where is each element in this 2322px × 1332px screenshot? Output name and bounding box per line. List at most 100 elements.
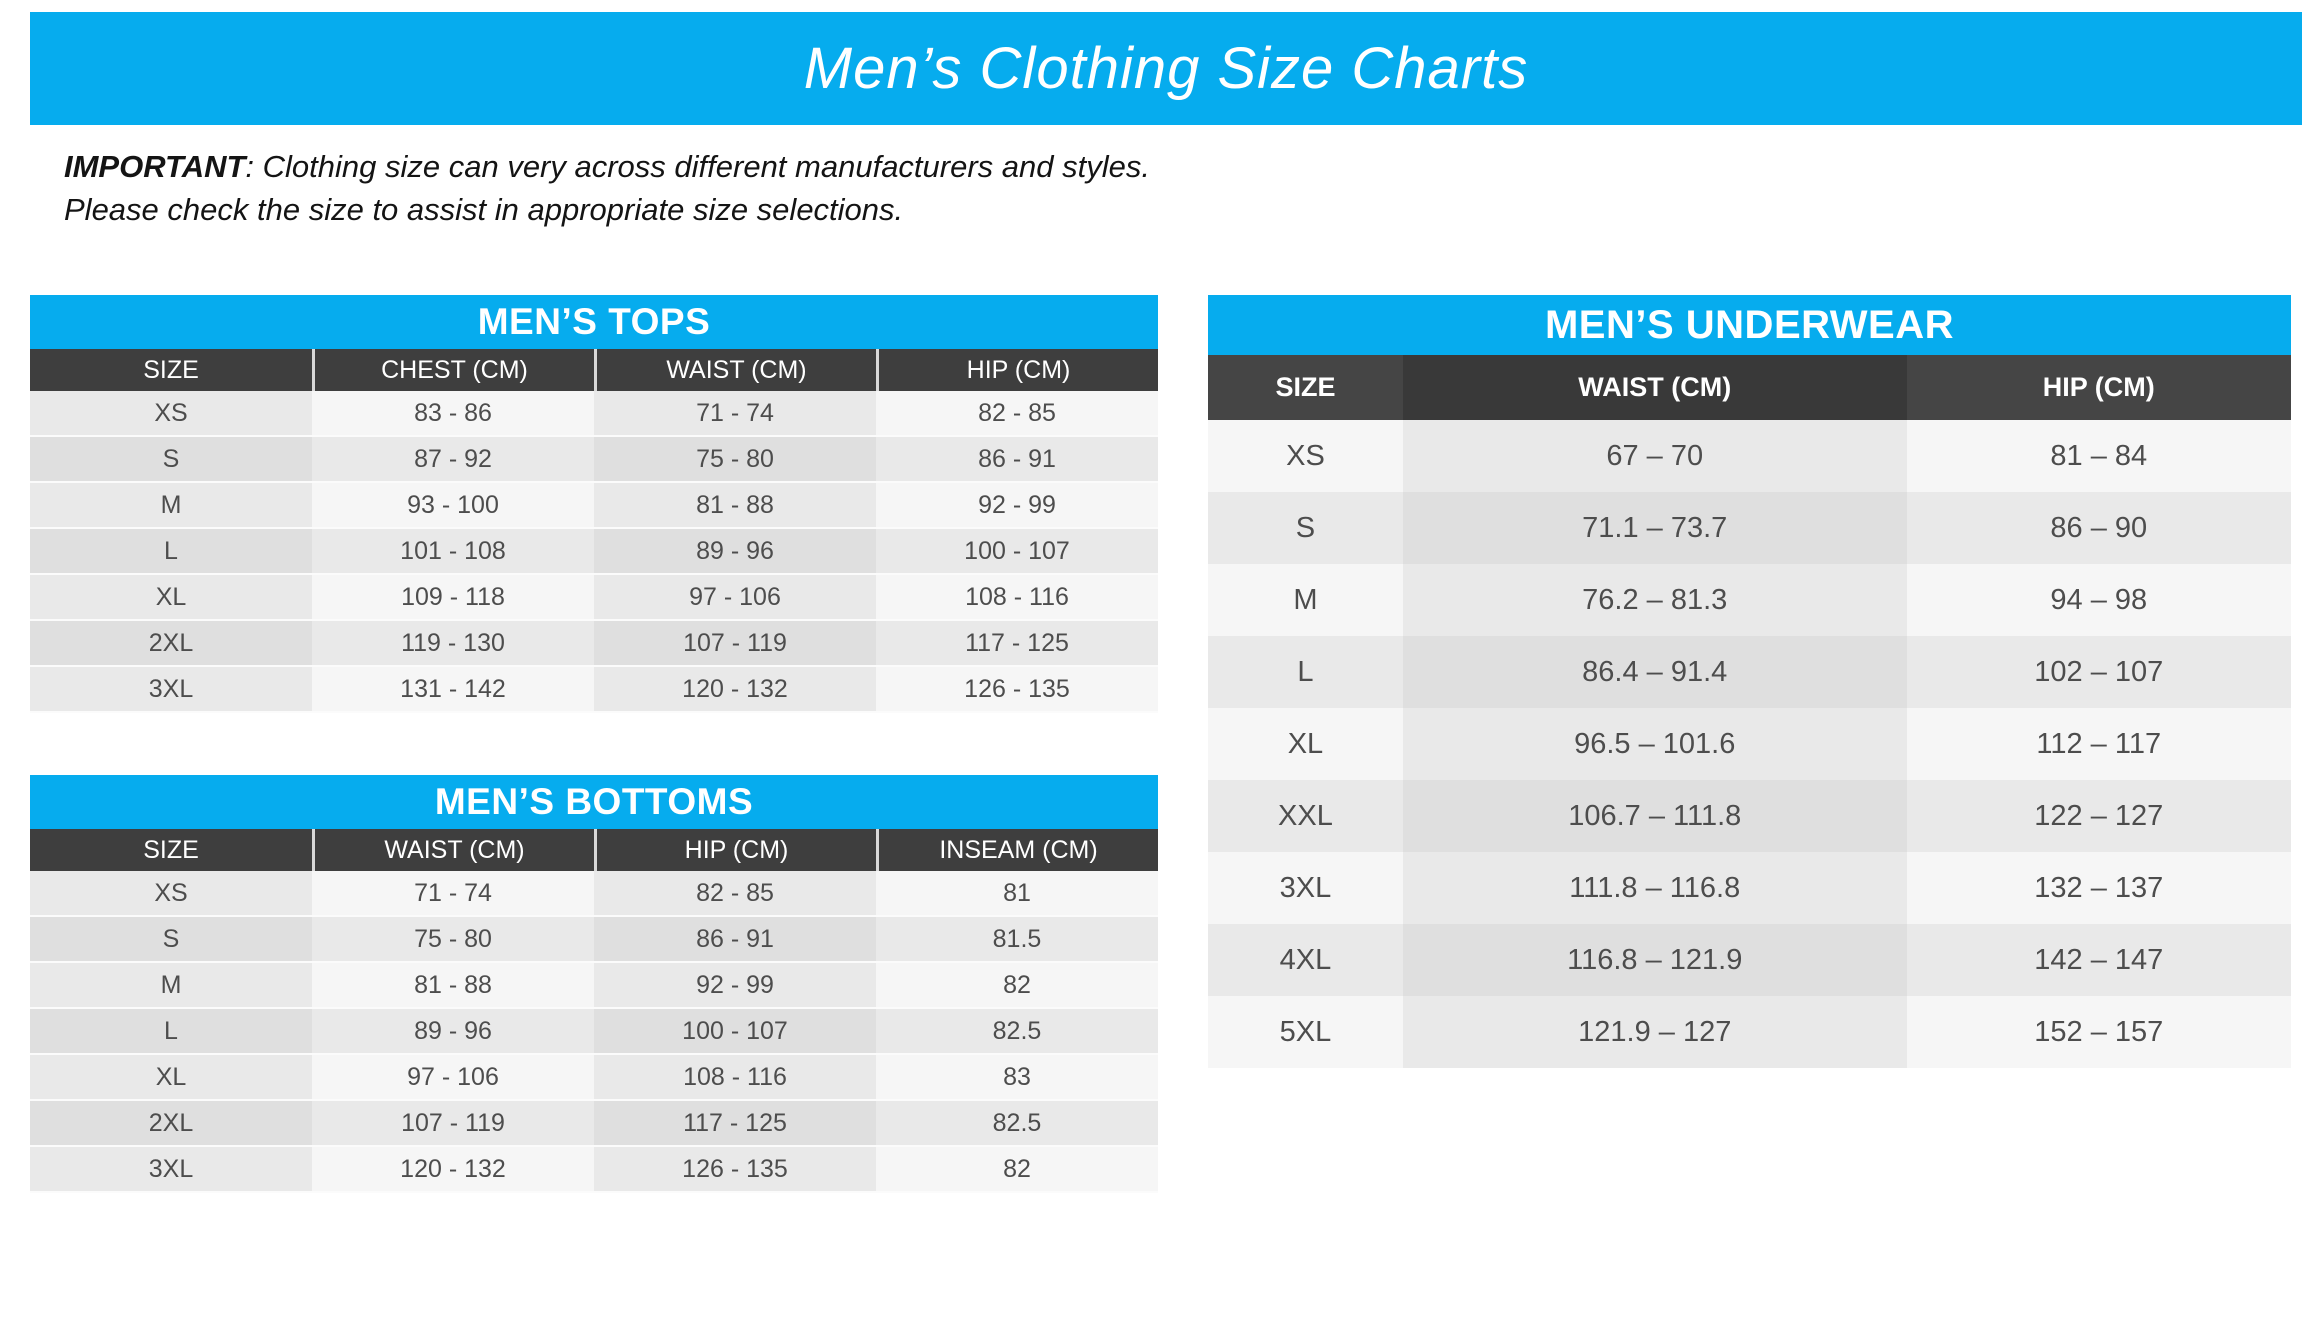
value-cell: 81 xyxy=(1003,878,1031,907)
table-row: XL 97 - 106 108 - 116 83 xyxy=(30,1055,1158,1101)
size-cell: XXL xyxy=(1278,799,1333,832)
table-row: M 76.2 – 81.3 94 – 98 xyxy=(1208,564,2291,636)
value-cell: 120 - 132 xyxy=(400,1154,506,1183)
table-row: M 93 - 100 81 - 88 92 - 99 xyxy=(30,483,1158,529)
mens-bottoms-table-header: SIZE WAIST (CM) HIP (CM) INSEAM (CM) xyxy=(30,829,1158,871)
size-cell: 5XL xyxy=(1279,1015,1332,1048)
mens-underwear-table-title: MEN’S UNDERWEAR xyxy=(1208,295,2291,355)
size-cell: 3XL xyxy=(1279,871,1332,904)
table-row: S 71.1 – 73.7 86 – 90 xyxy=(1208,492,2291,564)
value-cell: 82.5 xyxy=(992,1108,1042,1137)
important-note-line2: Please check the size to assist in appro… xyxy=(64,191,904,227)
value-cell: 106.7 – 111.8 xyxy=(1402,780,1907,852)
value-cell: 67 – 70 xyxy=(1402,420,1907,492)
value-cell: 94 – 98 xyxy=(2050,583,2148,616)
value-cell: 116.8 – 121.9 xyxy=(1402,924,1907,996)
size-cell: XS xyxy=(30,871,312,915)
value-cell: 86 - 91 xyxy=(978,444,1056,473)
table-row: 3XL 131 - 142 120 - 132 126 - 135 xyxy=(30,667,1158,713)
value-cell: 112 – 117 xyxy=(2036,727,2162,760)
mens-tops-table-body: XS 83 - 86 71 - 74 82 - 85 S 87 - 92 75 - 80 86… xyxy=(30,391,1158,713)
table-row: XL 109 - 118 97 - 106 108 - 116 xyxy=(30,575,1158,621)
value-cell: 107 - 119 xyxy=(401,1108,505,1137)
value-cell: 87 - 92 xyxy=(414,444,492,473)
size-cell: XL xyxy=(30,575,312,619)
value-cell: 89 - 96 xyxy=(594,529,876,573)
table-row: 4XL 116.8 – 121.9 142 – 147 xyxy=(1208,924,2291,996)
value-cell: 152 – 157 xyxy=(2034,1015,2164,1048)
value-cell: 102 – 107 xyxy=(2034,655,2164,688)
value-cell: 108 - 116 xyxy=(594,1055,876,1099)
table-row: 2XL 107 - 119 117 - 125 82.5 xyxy=(30,1101,1158,1147)
size-cell: L xyxy=(1297,655,1314,688)
value-cell: 82 xyxy=(1003,1154,1031,1183)
table-row: XS 67 – 70 81 – 84 xyxy=(1208,420,2291,492)
page-title-banner: Men’s Clothing Size Charts xyxy=(30,12,2302,125)
size-cell: 3XL xyxy=(30,667,312,711)
table-row: 3XL 120 - 132 126 - 135 82 xyxy=(30,1147,1158,1193)
value-cell: 122 – 127 xyxy=(2034,799,2164,832)
value-cell: 71 - 74 xyxy=(594,391,876,435)
value-cell: 120 - 132 xyxy=(594,667,876,711)
value-cell: 71.1 – 73.7 xyxy=(1402,492,1907,564)
value-cell: 97 - 106 xyxy=(407,1062,499,1091)
column-header: HIP (CM) xyxy=(876,349,1158,391)
table-row: XXL 106.7 – 111.8 122 – 127 xyxy=(1208,780,2291,852)
page-title: Men’s Clothing Size Charts xyxy=(803,36,1529,101)
size-cell: S xyxy=(30,437,312,481)
column-header: SIZE xyxy=(143,355,199,384)
value-cell: 109 - 118 xyxy=(401,582,505,611)
column-header: INSEAM (CM) xyxy=(876,829,1158,871)
value-cell: 101 - 108 xyxy=(400,536,506,565)
table-row: L 101 - 108 89 - 96 100 - 107 xyxy=(30,529,1158,575)
size-cell: M xyxy=(30,483,312,527)
value-cell: 82.5 xyxy=(992,1016,1042,1045)
value-cell: 81 - 88 xyxy=(414,970,492,999)
value-cell: 86 – 90 xyxy=(2050,511,2148,544)
value-cell: 76.2 – 81.3 xyxy=(1402,564,1907,636)
value-cell: 117 - 125 xyxy=(965,628,1069,657)
size-cell: 4XL xyxy=(1279,943,1332,976)
value-cell: 82 - 85 xyxy=(978,398,1056,427)
table-row: L 89 - 96 100 - 107 82.5 xyxy=(30,1009,1158,1055)
size-cell: 3XL xyxy=(30,1147,312,1191)
value-cell: 142 – 147 xyxy=(2034,943,2164,976)
size-cell: XS xyxy=(30,391,312,435)
mens-bottoms-table-title: MEN’S BOTTOMS xyxy=(30,775,1158,829)
mens-tops-table: MEN’S TOPS SIZE CHEST (CM) WAIST (CM) HIP (… xyxy=(30,295,1158,713)
size-cell: M xyxy=(1293,583,1318,616)
value-cell: 81 – 84 xyxy=(2050,439,2148,472)
table-row: XS 83 - 86 71 - 74 82 - 85 xyxy=(30,391,1158,437)
mens-underwear-table: MEN’S UNDERWEAR SIZE WAIST (CM) HIP (CM) X… xyxy=(1208,295,2291,1068)
value-cell: 121.9 – 127 xyxy=(1402,996,1907,1068)
value-cell: 100 - 107 xyxy=(964,536,1070,565)
column-header: SIZE xyxy=(143,835,199,864)
column-header: SIZE xyxy=(1208,355,1403,420)
column-header: HIP (CM) xyxy=(1906,355,2291,420)
value-cell: 75 - 80 xyxy=(594,437,876,481)
value-cell: 81.5 xyxy=(992,924,1042,953)
size-cell: XS xyxy=(1286,439,1325,472)
value-cell: 111.8 – 116.8 xyxy=(1402,852,1907,924)
column-header: WAIST (CM) xyxy=(312,829,594,871)
mens-underwear-table-header: SIZE WAIST (CM) HIP (CM) xyxy=(1208,355,2291,420)
value-cell: 100 - 107 xyxy=(594,1009,876,1053)
value-cell: 119 - 130 xyxy=(401,628,505,657)
value-cell: 107 - 119 xyxy=(594,621,876,665)
value-cell: 86.4 – 91.4 xyxy=(1402,636,1907,708)
value-cell: 126 - 135 xyxy=(594,1147,876,1191)
value-cell: 92 - 99 xyxy=(978,490,1056,519)
size-cell: XL xyxy=(1287,727,1324,760)
size-cell: 2XL xyxy=(30,1101,312,1145)
mens-bottoms-table: MEN’S BOTTOMS SIZE WAIST (CM) HIP (CM) INSE… xyxy=(30,775,1158,1193)
mens-tops-table-header: SIZE CHEST (CM) WAIST (CM) HIP (CM) xyxy=(30,349,1158,391)
important-note-label: IMPORTANT xyxy=(64,149,246,184)
table-row: XL 96.5 – 101.6 112 – 117 xyxy=(1208,708,2291,780)
value-cell: 131 - 142 xyxy=(400,674,506,703)
table-row: L 86.4 – 91.4 102 – 107 xyxy=(1208,636,2291,708)
value-cell: 82 xyxy=(1003,970,1031,999)
value-cell: 97 - 106 xyxy=(594,575,876,619)
value-cell: 92 - 99 xyxy=(594,963,876,1007)
mens-underwear-table-body: XS 67 – 70 81 – 84 S 71.1 – 73.7 86 – 90 M 76.2… xyxy=(1208,420,2291,1068)
value-cell: 75 - 80 xyxy=(414,924,492,953)
